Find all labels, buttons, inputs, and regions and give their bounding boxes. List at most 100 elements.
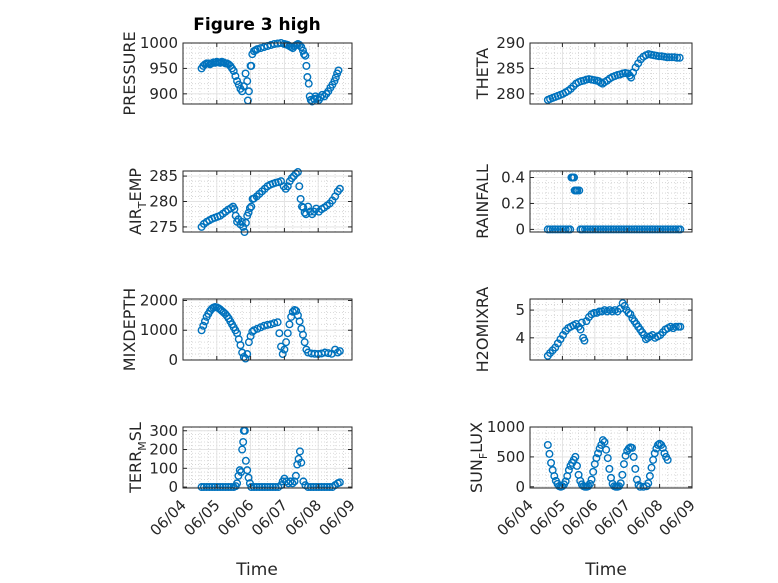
x-tick-label: 06/07: [248, 496, 291, 539]
data-point: [288, 479, 297, 488]
data-point: [199, 483, 208, 492]
data-point: [616, 479, 625, 488]
data-point: [598, 436, 607, 445]
data-point: [202, 483, 211, 492]
data-point: [286, 477, 295, 486]
data-point: [260, 483, 269, 492]
data-point: [238, 445, 247, 454]
data-point: [298, 330, 307, 339]
data-point: [290, 477, 299, 486]
data-point: [624, 308, 633, 317]
y-tick-label: 1000: [487, 418, 525, 436]
data-point: [671, 322, 680, 331]
data-point: [631, 464, 640, 473]
y-tick-label: 500: [496, 448, 525, 466]
data-point: [200, 317, 209, 326]
data-point: [604, 225, 613, 234]
y-axis-label: TERRMSL: [126, 422, 149, 494]
data-point: [622, 225, 631, 234]
data-point: [243, 77, 252, 86]
y-tick-label: 4: [515, 329, 525, 347]
y-axis-label: MIXDEPTH: [120, 288, 139, 371]
x-tick-label: 06/04: [494, 496, 537, 539]
series: [543, 436, 672, 491]
y-axis-label: RAINFALL: [473, 164, 492, 239]
data-point: [564, 466, 573, 475]
y-axis-label: AIRTEMP: [126, 168, 149, 235]
x-tick-label: 06/08: [282, 496, 325, 539]
x-tick-label: 06/07: [591, 496, 634, 539]
data-point: [283, 182, 292, 191]
data-point: [580, 336, 589, 345]
data-point: [600, 437, 609, 446]
data-point: [621, 451, 630, 460]
data-point: [301, 51, 310, 60]
y-tick-label: 5: [515, 301, 525, 319]
data-point: [577, 318, 586, 327]
axes-box: [529, 426, 693, 489]
y-axis-label: H2OMIXRA: [473, 287, 492, 373]
data-point: [676, 225, 685, 234]
data-point: [592, 454, 601, 463]
series: [197, 303, 344, 363]
data-point: [199, 321, 208, 330]
grid: [530, 171, 692, 232]
data-point: [266, 483, 275, 492]
data-point: [260, 43, 269, 52]
data-point: [624, 444, 633, 453]
data-point: [671, 225, 680, 234]
data-point: [253, 45, 262, 54]
data-point: [638, 225, 647, 234]
data-point: [208, 483, 217, 492]
data-point: [314, 483, 323, 492]
data-point: [676, 322, 685, 331]
y-tick-label: 1000: [140, 34, 178, 52]
data-point: [226, 483, 235, 492]
y-tick-label: 280: [496, 85, 525, 103]
data-point: [304, 79, 313, 88]
data-point: [241, 69, 250, 78]
x-tick-label: 06/05: [526, 496, 569, 539]
data-point: [653, 225, 662, 234]
data-point: [295, 41, 304, 50]
data-point: [630, 225, 639, 234]
y-axis-label: SUNFLUX: [467, 422, 490, 493]
data-point: [291, 471, 300, 480]
data-point: [645, 225, 654, 234]
data-point: [236, 341, 245, 350]
data-point: [280, 345, 289, 354]
data-point: [244, 87, 253, 96]
data-point: [331, 73, 340, 82]
grid: [183, 299, 352, 361]
axes-box: [529, 42, 693, 105]
data-point: [587, 475, 596, 484]
data-point: [658, 443, 667, 452]
data-point: [547, 458, 556, 467]
data-point: [304, 202, 313, 211]
y-axis-label: PRESSURE: [120, 31, 139, 115]
data-point: [665, 53, 674, 62]
data-point: [666, 225, 675, 234]
data-point: [575, 186, 584, 195]
data-point: [644, 479, 653, 488]
data-point: [545, 449, 554, 458]
data-point: [645, 472, 654, 481]
data-point: [667, 53, 676, 62]
data-point: [561, 477, 570, 486]
data-point: [292, 306, 301, 315]
x-axis-label-right: Time: [584, 560, 627, 580]
data-point: [256, 44, 265, 53]
data-point: [287, 174, 296, 183]
y-tick-label: 950: [149, 59, 178, 77]
data-point: [595, 307, 604, 316]
data-point: [661, 225, 670, 234]
data-point: [291, 169, 300, 178]
data-point: [297, 458, 306, 467]
x-tick-label: 06/09: [656, 496, 699, 539]
data-point: [612, 225, 621, 234]
series: [197, 168, 344, 236]
data-point: [334, 66, 343, 75]
